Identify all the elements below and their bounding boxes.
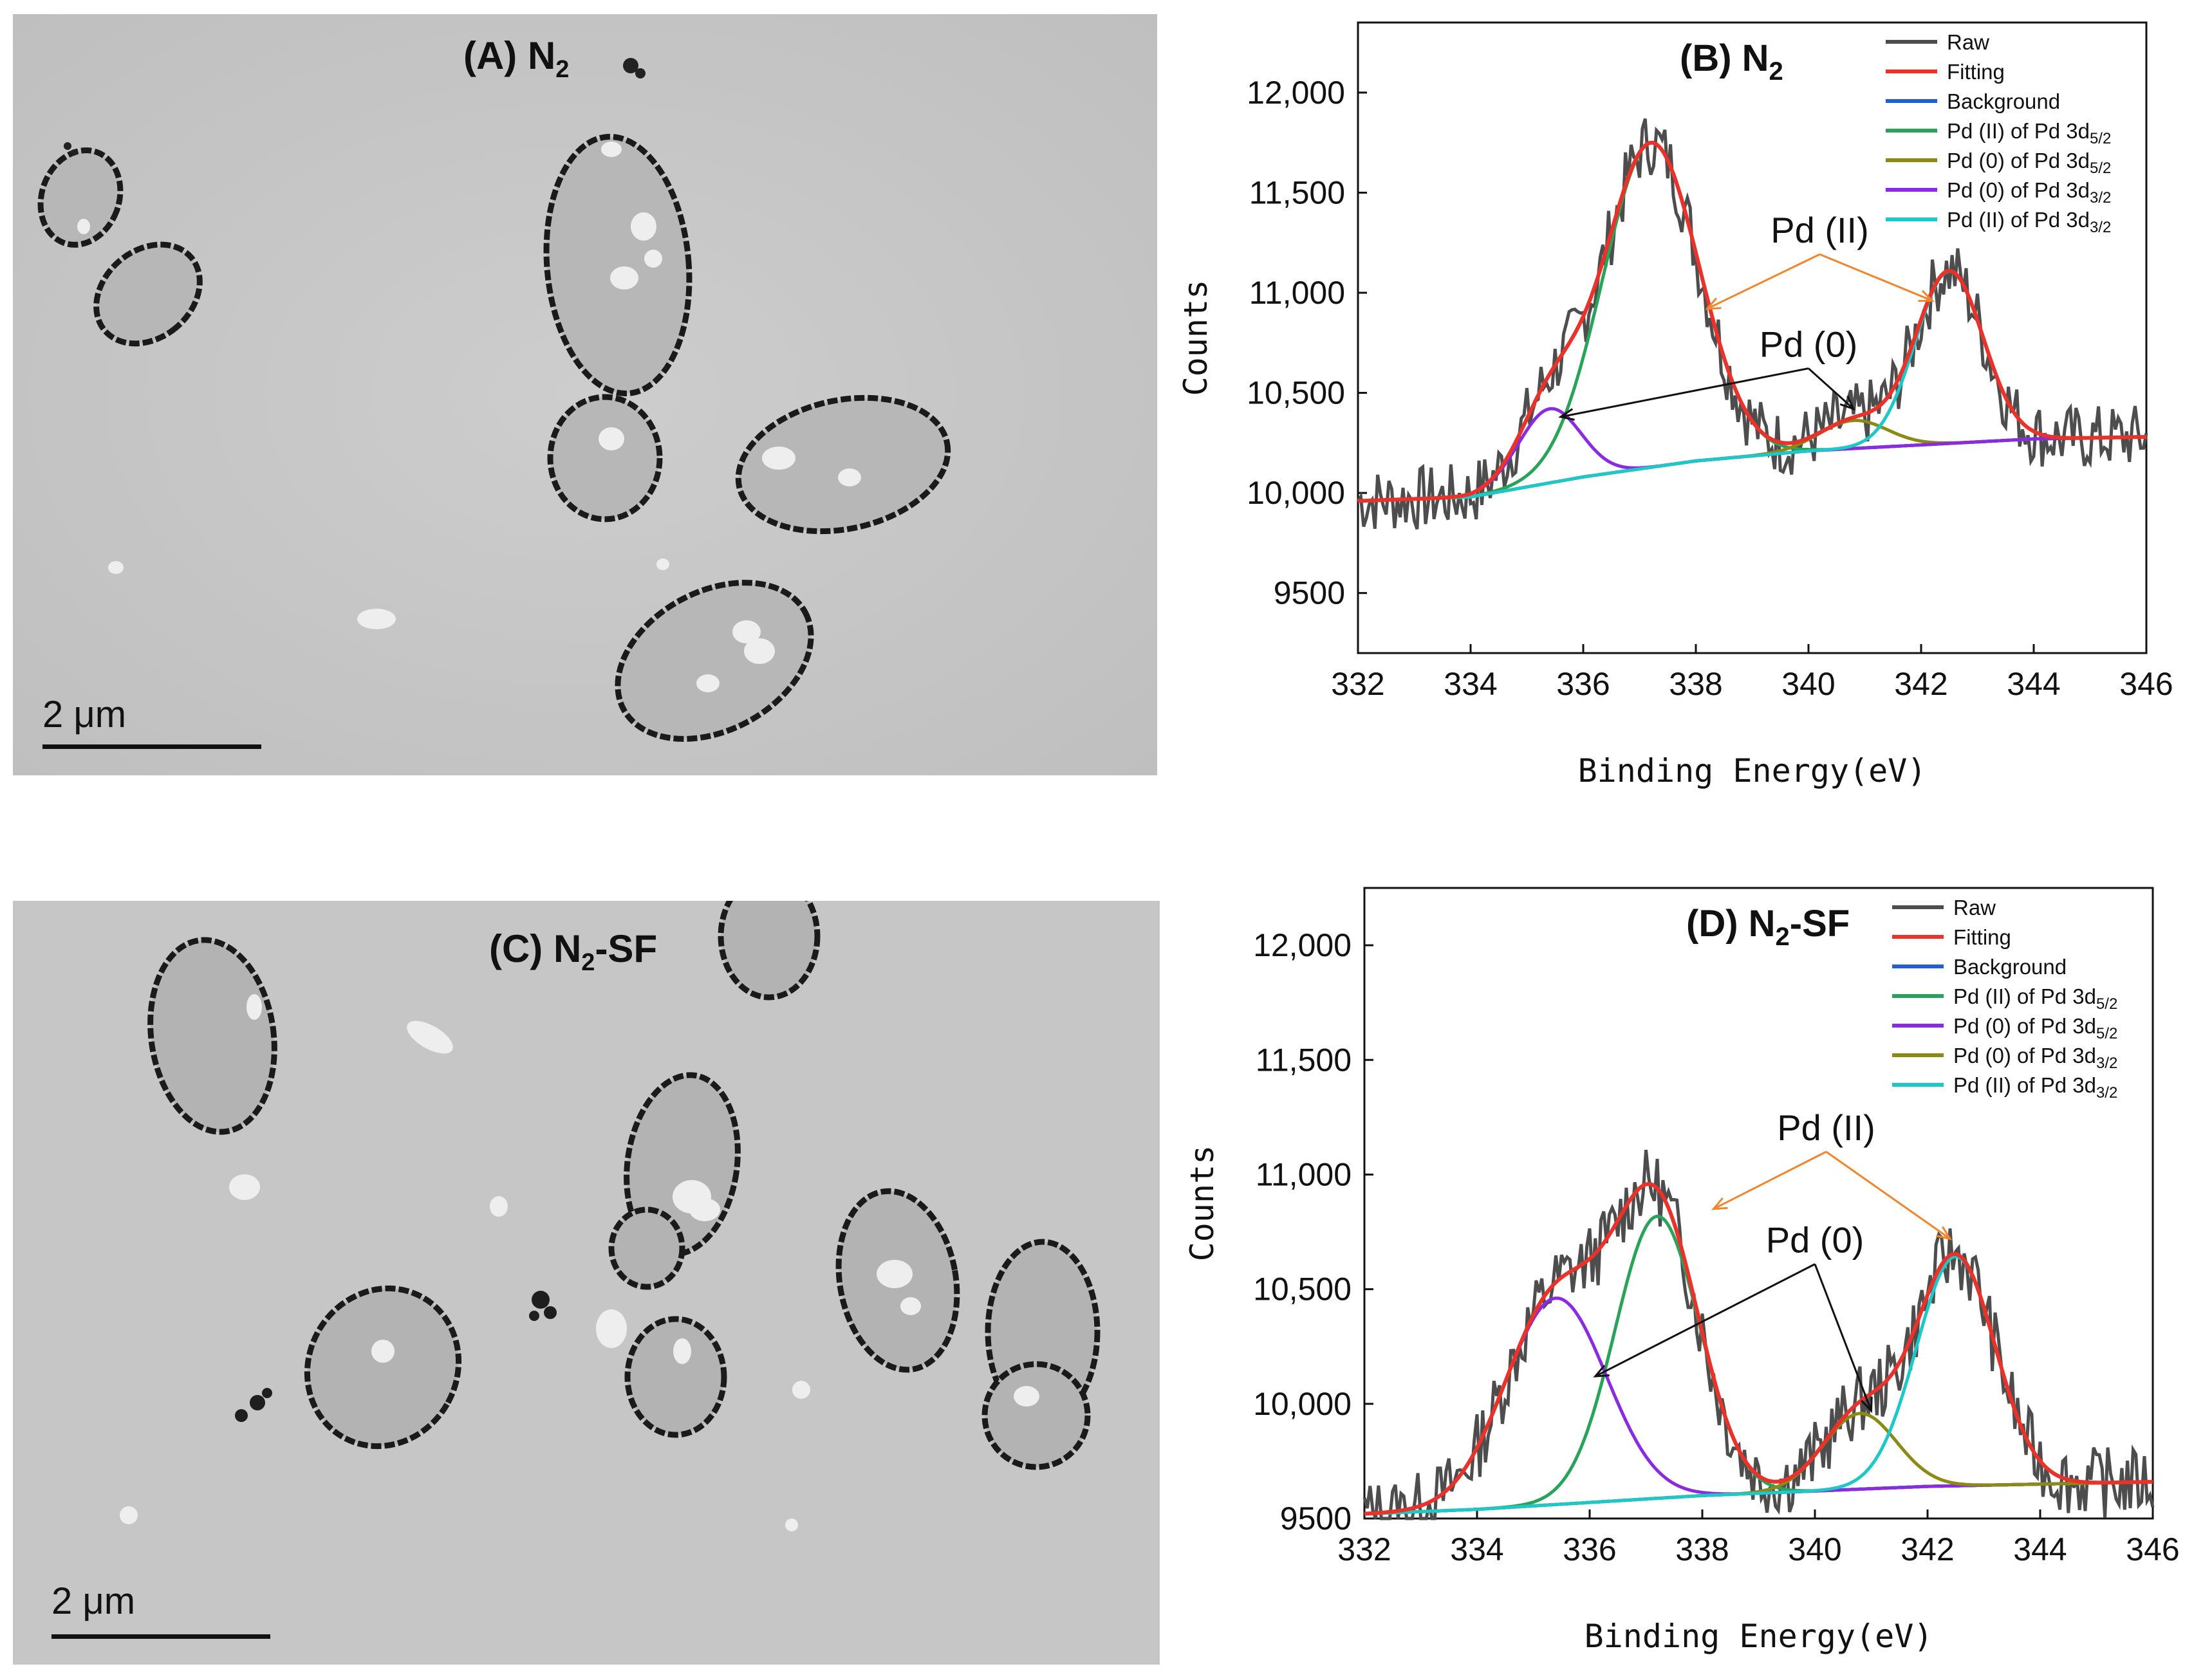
scale-bar-label-a: 2 μm — [42, 694, 127, 735]
legend-label: Pd (II) of Pd 3d3/2 — [1947, 208, 2111, 236]
x-tick-label: 342 — [1901, 1531, 1954, 1567]
annotation-arrowhead — [1711, 1197, 1728, 1210]
legend-label: Background — [1953, 955, 2067, 979]
fitting-series — [1364, 1182, 2153, 1516]
x-tick-label: 346 — [2119, 666, 2173, 702]
tem-image-a: (A) N2 2 μm — [13, 14, 1157, 775]
xps-svg-d: 332 334 336 338 340 342 344 346 9500 10,000 10,500… — [1184, 887, 2180, 1655]
legend-label: Fitting — [1953, 925, 2011, 949]
annotation-arrowhead — [1918, 290, 1935, 302]
annotation-arrowhead — [1593, 1365, 1610, 1378]
peak-series-pd2_32 — [1357, 270, 2147, 503]
tem-cells-a — [13, 14, 1157, 775]
annotation-arrow — [1706, 253, 1821, 310]
x-axis-label: Binding Energy(eV) — [1585, 1618, 1933, 1655]
x-tick-label: 344 — [2013, 1531, 2067, 1567]
x-tick-label: 334 — [1444, 666, 1497, 702]
y-axis-label: Counts — [1184, 1145, 1221, 1262]
x-tick-label: 338 — [1669, 666, 1722, 702]
legend-label: Pd (0) of Pd 3d5/2 — [1953, 1014, 2117, 1042]
legend-label: Pd (II) of Pd 3d5/2 — [1953, 984, 2117, 1013]
annotation-arrow — [1825, 1150, 1951, 1240]
y-tick-label: 10,000 — [1253, 1386, 1352, 1422]
scale-bar-a — [42, 744, 261, 749]
x-tick-label: 346 — [2126, 1531, 2179, 1567]
x-tick-label: 336 — [1563, 1531, 1616, 1567]
x-tick-label: 334 — [1450, 1531, 1503, 1567]
x-axis-label: Binding Energy(eV) — [1578, 752, 1927, 789]
annotation-arrowhead — [1861, 1396, 1873, 1414]
annotation-arrowhead — [1705, 297, 1722, 310]
tem-cells-c — [13, 901, 1160, 1665]
plot-frame — [1357, 21, 2148, 654]
y-tick-label: 11,500 — [1249, 174, 1345, 210]
x-tick-label: 344 — [2007, 666, 2060, 702]
annotation-label: Pd (0) — [1760, 324, 1858, 365]
annotation-arrowhead — [1558, 408, 1575, 421]
y-tick-label: 9500 — [1280, 1500, 1352, 1537]
xps-chart-d: 332 334 336 338 340 342 344 346 9500 10,000 10,500… — [1158, 875, 2203, 1680]
x-tick-label: 332 — [1331, 666, 1384, 702]
annotation-label: Pd (II) — [1771, 210, 1868, 250]
xps-chart-b: 332 334 336 338 340 342 344 346 9500 10,000 10,500… — [1158, 0, 2203, 804]
legend-label: Pd (0) of Pd 3d5/2 — [1947, 149, 2111, 177]
x-tick-label: 338 — [1675, 1531, 1729, 1567]
x-tick-label: 340 — [1781, 666, 1835, 702]
tem-image-c: (C) N2-SF 2 μm — [13, 901, 1160, 1665]
annotation-label: Pd (0) — [1766, 1220, 1864, 1260]
chart-title: (B) N2 — [1680, 37, 1783, 86]
y-tick-label: 11,000 — [1256, 1156, 1352, 1192]
annotation-arrowhead — [1839, 395, 1855, 411]
legend-label: Background — [1947, 89, 2060, 113]
annotation-arrow — [1560, 367, 1809, 418]
annotation-label: Pd (II) — [1777, 1107, 1875, 1148]
annotation-arrow — [1819, 253, 1933, 302]
x-tick-label: 336 — [1556, 666, 1610, 702]
y-tick-label: 12,000 — [1247, 75, 1345, 111]
panel-title-c: (C) N2-SF — [489, 927, 658, 976]
scale-bar-label-c: 2 μm — [51, 1580, 136, 1622]
scale-bar-c — [51, 1634, 270, 1639]
fitting-series — [1357, 140, 2147, 503]
chart-title: (D) N2-SF — [1686, 903, 1850, 951]
annotation-arrow — [1595, 1263, 1816, 1378]
y-tick-label: 10,500 — [1247, 375, 1345, 411]
xps-svg-b: 332 334 336 338 340 342 344 346 9500 10,000 10,500… — [1177, 21, 2173, 789]
y-tick-label: 9500 — [1274, 575, 1345, 611]
y-tick-label: 11,500 — [1256, 1042, 1352, 1078]
raw-series — [1362, 1149, 2155, 1520]
y-tick-label: 12,000 — [1253, 927, 1352, 963]
y-tick-label: 11,000 — [1249, 275, 1345, 311]
legend-label: Pd (II) of Pd 3d5/2 — [1947, 119, 2111, 147]
annotation-arrow — [1807, 367, 1855, 410]
x-tick-label: 340 — [1788, 1531, 1841, 1567]
annotation-arrow — [1814, 1264, 1872, 1412]
legend-label: Pd (0) of Pd 3d3/2 — [1953, 1044, 2117, 1072]
y-tick-label: 10,000 — [1247, 475, 1345, 511]
legend-label: Raw — [1947, 30, 1989, 54]
legend-label: Pd (0) of Pd 3d3/2 — [1947, 178, 2111, 207]
annotation-arrow — [1713, 1150, 1827, 1210]
y-tick-label: 10,500 — [1253, 1271, 1352, 1307]
annotation-arrowhead — [1936, 1226, 1953, 1241]
y-axis-label: Counts — [1177, 280, 1214, 396]
legend-label: Raw — [1953, 896, 1996, 919]
plot-frame — [1363, 887, 2154, 1520]
legend-label: Pd (II) of Pd 3d3/2 — [1953, 1073, 2117, 1102]
x-tick-label: 332 — [1337, 1531, 1391, 1567]
x-tick-label: 342 — [1894, 666, 1947, 702]
panel-title-a: (A) N2 — [463, 34, 570, 83]
legend-label: Fitting — [1947, 60, 2005, 84]
